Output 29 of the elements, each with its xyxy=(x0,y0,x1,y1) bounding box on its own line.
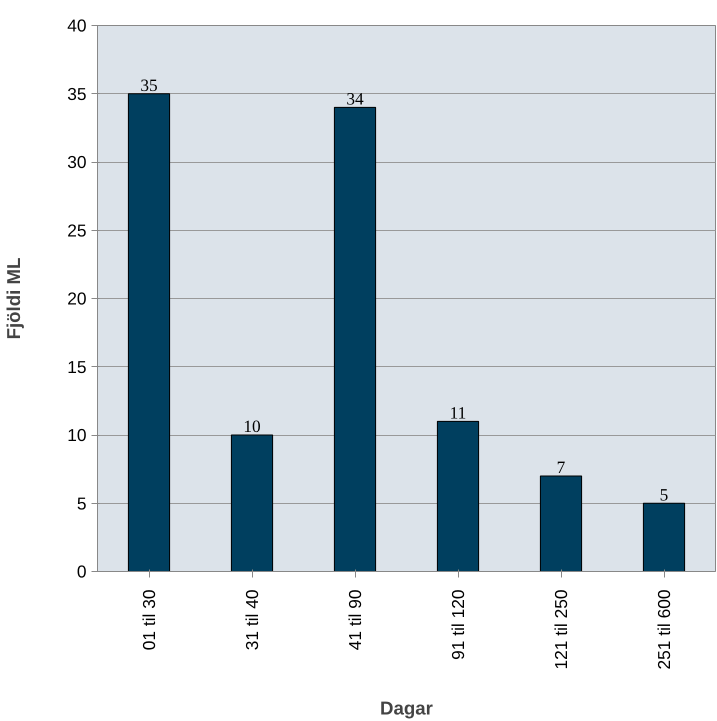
y-tick-label: 15 xyxy=(67,356,87,377)
x-tick-label: 251 til 600 xyxy=(654,589,674,670)
data-label: 5 xyxy=(660,485,668,504)
data-label: 34 xyxy=(346,89,364,108)
bar xyxy=(642,502,686,572)
y-tick-label: 20 xyxy=(67,288,87,308)
x-tick-label: 31 til 40 xyxy=(242,589,262,650)
bar xyxy=(230,434,274,572)
y-tick-label: 5 xyxy=(76,493,87,514)
y-tick-label: 40 xyxy=(67,16,87,36)
bar xyxy=(334,106,376,572)
y-tick-label: 35 xyxy=(67,84,87,104)
y-axis-title: Fjöldi ML xyxy=(3,258,24,340)
x-axis-title: Dagar xyxy=(380,697,433,718)
bar xyxy=(128,93,170,572)
x-tick-label: 91 til 120 xyxy=(448,590,468,660)
y-tick-label: 0 xyxy=(76,562,87,582)
x-tick-label: 41 til 90 xyxy=(345,589,365,650)
x-tick-label: 01 til 30 xyxy=(139,589,159,650)
y-tick-label: 30 xyxy=(67,152,87,172)
bar xyxy=(540,475,582,572)
data-label: 10 xyxy=(243,417,261,436)
data-label: 35 xyxy=(140,76,158,95)
y-tick-label: 10 xyxy=(67,425,87,445)
y-tick-label: 25 xyxy=(67,220,87,240)
data-label: 11 xyxy=(450,403,466,422)
data-label: 7 xyxy=(556,458,566,477)
x-tick-label: 121 til 250 xyxy=(551,589,571,670)
bar xyxy=(436,420,480,572)
